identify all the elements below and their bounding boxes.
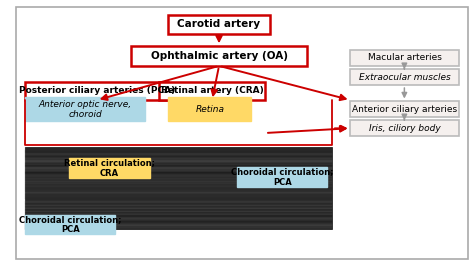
Text: Macular arteries: Macular arteries: [368, 53, 442, 63]
Bar: [350, 50, 459, 66]
Text: Retinal artery (CRA): Retinal artery (CRA): [161, 86, 264, 95]
Text: Extraocular muscles: Extraocular muscles: [359, 73, 450, 82]
Text: Anterior optic nerve,
choroid: Anterior optic nerve, choroid: [39, 99, 132, 119]
Text: Retina: Retina: [195, 105, 224, 114]
Text: Anterior ciliary arteries: Anterior ciliary arteries: [352, 105, 457, 114]
Bar: [237, 167, 328, 187]
Text: Choroidal circulation;
PCA: Choroidal circulation; PCA: [231, 167, 334, 187]
Text: Posterior ciliary arteries (PCA): Posterior ciliary arteries (PCA): [19, 86, 175, 95]
Text: Ophthalmic artery (OA): Ophthalmic artery (OA): [151, 51, 288, 61]
Bar: [350, 120, 459, 136]
Bar: [131, 46, 307, 66]
Bar: [350, 69, 459, 85]
Bar: [168, 97, 251, 121]
Bar: [26, 147, 332, 229]
Text: Carotid artery: Carotid artery: [177, 19, 261, 30]
Bar: [26, 215, 115, 234]
Bar: [26, 82, 168, 100]
Bar: [26, 97, 145, 121]
Text: Retinal circulation;
CRA: Retinal circulation; CRA: [64, 158, 155, 178]
Bar: [69, 158, 150, 178]
Bar: [168, 15, 270, 34]
Bar: [159, 82, 265, 100]
Bar: [350, 101, 459, 117]
Text: Iris, ciliory body: Iris, ciliory body: [369, 124, 440, 133]
Text: Choroidal circulation;
PCA: Choroidal circulation; PCA: [19, 215, 122, 234]
